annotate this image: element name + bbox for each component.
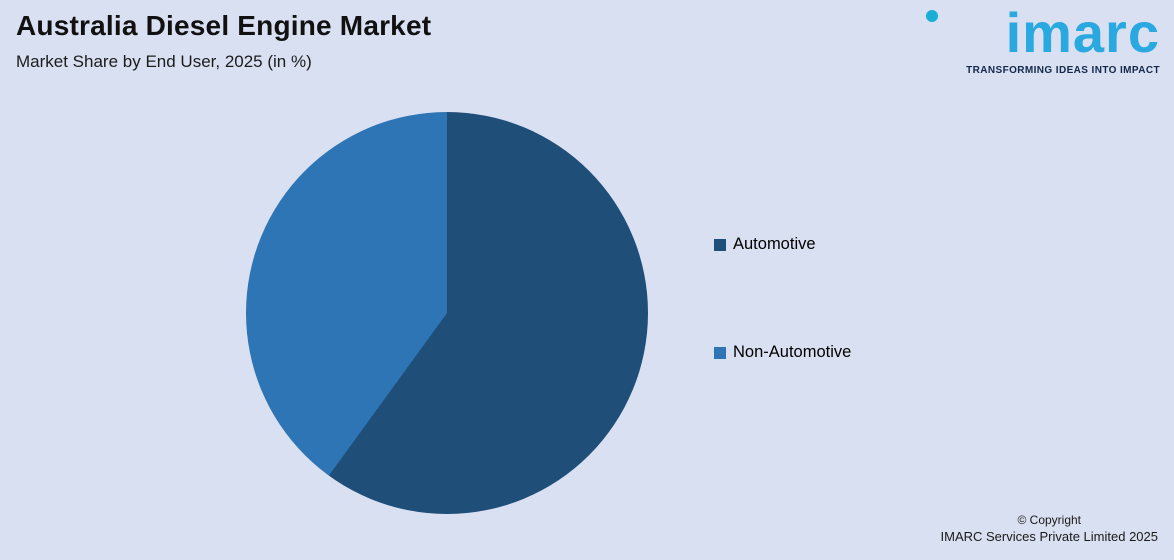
legend-swatch <box>714 238 726 251</box>
logo-dot-icon <box>926 10 938 22</box>
copyright-line2: IMARC Services Private Limited 2025 <box>940 529 1158 545</box>
chart-subtitle: Market Share by End User, 2025 (in %) <box>16 52 312 71</box>
copyright-line1: © Copyright <box>1017 513 1082 528</box>
logo-tagline: TRANSFORMING IDEAS INTO IMPACT <box>966 64 1160 76</box>
imarc-logo: imarc TRANSFORMING IDEAS INTO IMPACT <box>920 1 1160 76</box>
legend-item-automotive: Automotive <box>714 235 816 254</box>
legend-item-non-automotive: Non-Automotive <box>714 343 851 362</box>
chart-title: Australia Diesel Engine Market <box>16 10 432 41</box>
logo-wordmark: imarc <box>1005 1 1160 64</box>
copyright: © Copyright IMARC Services Private Limit… <box>941 512 1158 546</box>
legend-swatch <box>714 346 726 359</box>
legend-label: Non-Automotive <box>733 343 852 361</box>
pie-chart <box>246 112 648 514</box>
legend-label: Automotive <box>733 235 816 253</box>
